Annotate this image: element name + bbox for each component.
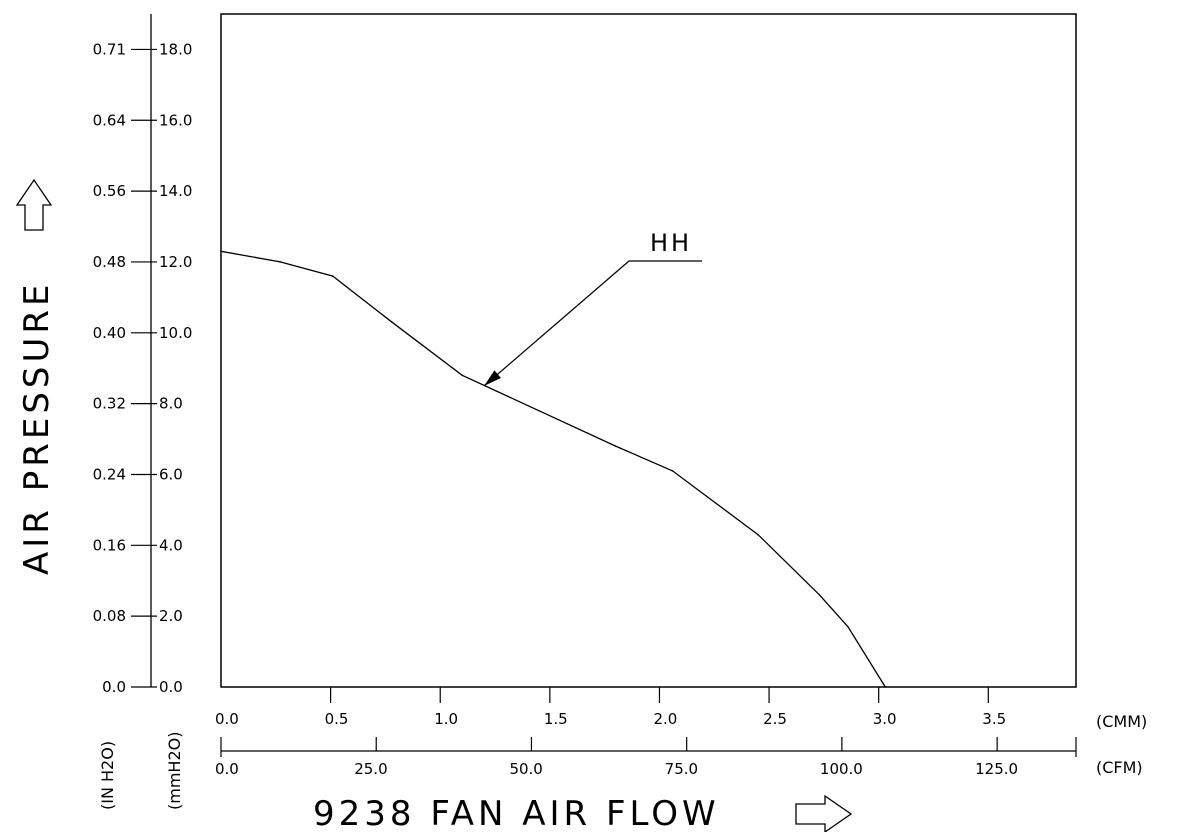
y-tick-label-mmh2o: 0.0 (159, 678, 183, 696)
y-tick-label-mmh2o: 16.0 (159, 111, 192, 129)
x-tick-label-cmm: 2.5 (763, 710, 787, 728)
y-tick-label-inh2o: 0.40 (93, 324, 126, 342)
y-tick-label-inh2o: 0.08 (93, 607, 126, 625)
y-tick-label-mmh2o: 14.0 (159, 182, 192, 200)
series-point (847, 625, 849, 628)
y-tick-label-inh2o: 0.64 (93, 111, 126, 129)
annotation-leader-line (483, 260, 702, 387)
x-unit-cmm: (CMM) (1096, 712, 1147, 731)
plot-frame (220, 13, 1077, 688)
y-tick-label-inh2o: 0.16 (93, 536, 126, 554)
series-point (461, 374, 463, 377)
x-tick-label-cmm: 0.0 (215, 710, 239, 728)
series-point (671, 470, 674, 472)
y-unit-inh2o: (IN H2O) (98, 741, 117, 810)
series-point (757, 533, 759, 536)
x-tick-label-cfm: 50.0 (509, 760, 542, 778)
x-tick-label-cfm: 125.0 (975, 760, 1018, 778)
right-arrow-icon (795, 794, 853, 832)
x-tick-label-cfm: 75.0 (665, 760, 698, 778)
annotation-arrowhead (484, 370, 501, 386)
y-tick-label-inh2o: 0.56 (93, 182, 126, 200)
series-point (614, 445, 617, 447)
y-unit-mmh2o: (mmH2O) (165, 732, 184, 810)
series-point (332, 275, 334, 277)
series-layer (220, 250, 887, 688)
x-tick-label-cfm: 0.0 (215, 760, 239, 778)
y-tick-label-mmh2o: 6.0 (159, 465, 183, 483)
y-tick-label-inh2o: 0.71 (93, 40, 126, 58)
series-point (391, 321, 393, 323)
x-tick-label-cmm: 3.0 (873, 710, 897, 728)
y-tick-label-inh2o: 0.32 (93, 395, 126, 413)
x-tick-label-cmm: 0.5 (325, 710, 349, 728)
annotation-layer: HH (483, 229, 702, 387)
x-tick-label-cmm: 3.5 (982, 710, 1006, 728)
x-tick-label-cfm: 100.0 (820, 760, 863, 778)
x-unit-cfm: (CFM) (1096, 758, 1143, 777)
up-arrow-icon (15, 178, 53, 231)
series-point (220, 250, 222, 253)
x-tick-label-cmm: 2.0 (653, 710, 677, 728)
y-tick-label-mmh2o: 12.0 (159, 253, 192, 271)
y-axes: 0.0 0.0 2.0 0.08 4.0 0.16 6.0 0.24 8.0 0.32 10.0 0.… (93, 14, 192, 696)
y-tick-label-inh2o: 0.24 (93, 465, 126, 483)
series-point (279, 261, 281, 263)
y-tick-label-inh2o: 0.0 (102, 678, 126, 696)
series-point (884, 686, 887, 688)
series-point (538, 409, 540, 412)
y-tick-label-mmh2o: 4.0 (159, 536, 183, 554)
x-axis-title: 9238 FAN AIR FLOW (313, 794, 720, 832)
annotation-label: HH (650, 229, 692, 257)
series-point (818, 594, 821, 596)
y-axis-title: AIR PRESSURE (17, 281, 57, 575)
y-tick-label-mmh2o: 10.0 (159, 324, 192, 342)
x-axes: 0.0 0.5 1.0 1.5 2.0 2.5 3.0 3.5 0.0 25.0 50.0 75.0 1… (215, 687, 1077, 778)
y-tick-label-inh2o: 0.48 (93, 253, 126, 271)
y-tick-label-mmh2o: 8.0 (159, 395, 183, 413)
x-tick-label-cmm: 1.0 (434, 710, 458, 728)
x-tick-label-cfm: 25.0 (354, 760, 387, 778)
x-tick-label-cmm: 1.5 (544, 710, 568, 728)
series-line-hh (220, 250, 886, 688)
y-tick-label-mmh2o: 18.0 (159, 40, 192, 58)
y-tick-label-mmh2o: 2.0 (159, 607, 183, 625)
